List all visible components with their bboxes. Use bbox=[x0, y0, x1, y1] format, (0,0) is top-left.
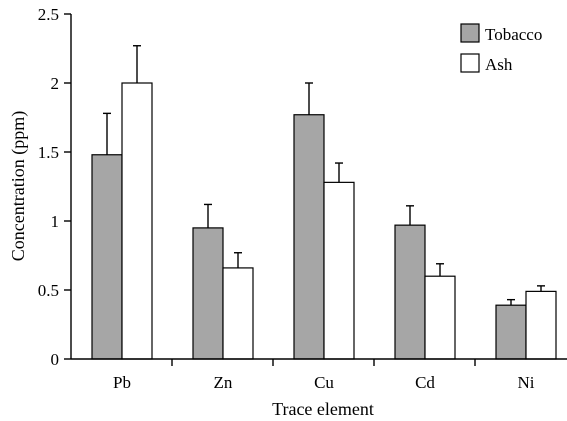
bar-tobacco-ni bbox=[495, 304, 527, 360]
x-axis-ticks: Pb Zn Cu Cd Ni bbox=[113, 359, 535, 392]
x-axis-title: Trace element bbox=[272, 399, 374, 419]
x-tick-label: Zn bbox=[214, 373, 233, 392]
legend-label-ash: Ash bbox=[485, 55, 513, 74]
y-tick-label: 0 bbox=[51, 350, 60, 369]
y-tick-label: 0.5 bbox=[38, 281, 59, 300]
bar-ash-zn bbox=[222, 267, 254, 360]
bar-tobacco-zn bbox=[192, 227, 224, 360]
legend-swatch-tobacco bbox=[460, 23, 480, 43]
y-axis-ticks: 0 0.5 1 1.5 2 2.5 bbox=[38, 5, 71, 369]
bar-tobacco-cu bbox=[293, 114, 325, 360]
x-tick-label: Pb bbox=[113, 373, 131, 392]
x-tick-label: Ni bbox=[518, 373, 535, 392]
legend-label-tobacco: Tobacco bbox=[485, 25, 542, 44]
bar-tobacco-pb bbox=[91, 154, 123, 360]
y-tick-label: 2 bbox=[51, 74, 60, 93]
legend: Tobacco Ash bbox=[460, 23, 542, 74]
y-tick-label: 1.5 bbox=[38, 143, 59, 162]
x-tick-label: Cd bbox=[415, 373, 435, 392]
x-tick-label: Cu bbox=[314, 373, 334, 392]
y-tick-label: 1 bbox=[51, 212, 60, 231]
y-tick-label: 2.5 bbox=[38, 5, 59, 24]
y-axis-title: Concentration (ppm) bbox=[8, 111, 29, 261]
bar-ash-cd bbox=[424, 275, 456, 360]
bar-ash-cu bbox=[323, 181, 355, 360]
error-bars-layer bbox=[103, 45, 545, 306]
legend-swatch-ash bbox=[460, 53, 480, 73]
bar-ash-ni bbox=[525, 290, 557, 360]
bar-tobacco-cd bbox=[394, 224, 426, 360]
bars-layer bbox=[91, 82, 557, 360]
bar-ash-pb bbox=[121, 82, 153, 360]
